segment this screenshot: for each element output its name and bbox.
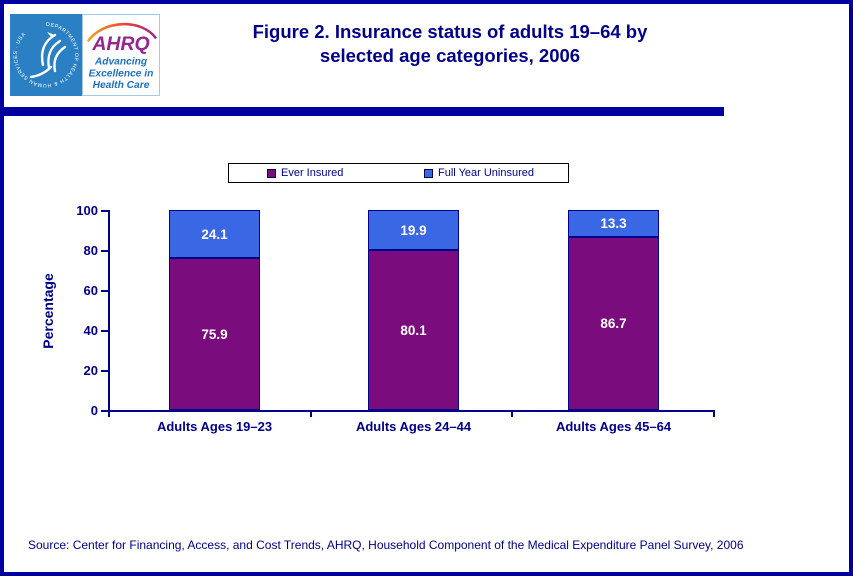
hhs-seal-icon: DEPARTMENT OF HEALTH & HUMAN SERVICES · … [10,14,82,96]
legend-swatch-icon [424,168,433,178]
y-tick-label: 80 [83,243,98,258]
bar-value-label: 75.9 [201,326,228,342]
y-tick-label: 60 [83,283,98,298]
chart-legend: Ever Insured Full Year Uninsured [228,163,569,183]
header-divider-bar [4,107,724,116]
y-tick-mark [101,210,108,212]
eagle-head-icon [47,32,55,38]
bar-value-label: 19.9 [400,222,427,238]
y-tick-mark [101,370,108,372]
bar-segment-ever-insured: 80.1 [368,250,459,410]
legend-item: Ever Insured [267,164,343,182]
x-category-label: Adults Ages 19–23 [156,419,273,434]
bar-segment-ever-insured: 86.7 [568,237,659,410]
bar-value-label: 86.7 [600,316,627,331]
agency-logo: DEPARTMENT OF HEALTH & HUMAN SERVICES · … [10,14,160,96]
ahrq-logo: AHRQ Advancing Excellence in Health Care [82,14,160,96]
figure-title-line2: selected age categories, 2006 [319,45,581,66]
y-tick-mark [101,290,108,292]
x-tick-mark [108,410,110,417]
y-tick-label: 20 [83,363,98,378]
y-tick-mark [101,250,108,252]
ahrq-tagline-line1: Advancing [94,57,148,68]
figure-title: Figure 2. Insurance status of adults 19–… [130,20,770,68]
y-tick-mark [101,330,108,332]
legend-item: Full Year Uninsured [424,164,534,182]
ahrq-tagline-line2: Excellence in [89,68,154,79]
x-tick-mark [713,410,715,417]
y-tick-label: 40 [83,323,98,338]
x-category-label: Adults Ages 24–44 [355,419,472,434]
x-tick-mark [511,410,513,417]
figure-title-line1: Figure 2. Insurance status of adults 19–… [252,21,648,42]
x-tick-mark [310,410,312,417]
y-axis-line [108,210,110,412]
bar-segment-full-year-uninsured: 24.1 [169,210,260,258]
legend-swatch-icon [267,168,276,178]
y-tick-label: 100 [76,203,98,218]
bar-segment-full-year-uninsured: 13.3 [568,210,659,237]
legend-label: Ever Insured [281,167,344,179]
bar-value-label: 80.1 [400,322,427,338]
rainbow-arc-icon [86,22,158,43]
bar-segment-ever-insured: 75.9 [169,258,260,410]
x-category-label: Adults Ages 45–64 [555,419,672,434]
ahrq-tagline-line3: Health Care [93,80,150,91]
y-tick-mark [101,410,108,412]
legend-label: Full Year Uninsured [438,167,535,179]
y-axis-title: Percentage [40,273,56,349]
x-axis-line [108,410,715,412]
bar-segment-full-year-uninsured: 19.9 [368,210,459,250]
source-note: Source: Center for Financing, Access, an… [28,538,744,552]
bar-value-label: 24.1 [201,226,228,242]
y-tick-label: 0 [90,403,98,418]
ahrq-acronym: AHRQ [91,33,149,55]
bar-value-label: 13.3 [600,216,627,231]
